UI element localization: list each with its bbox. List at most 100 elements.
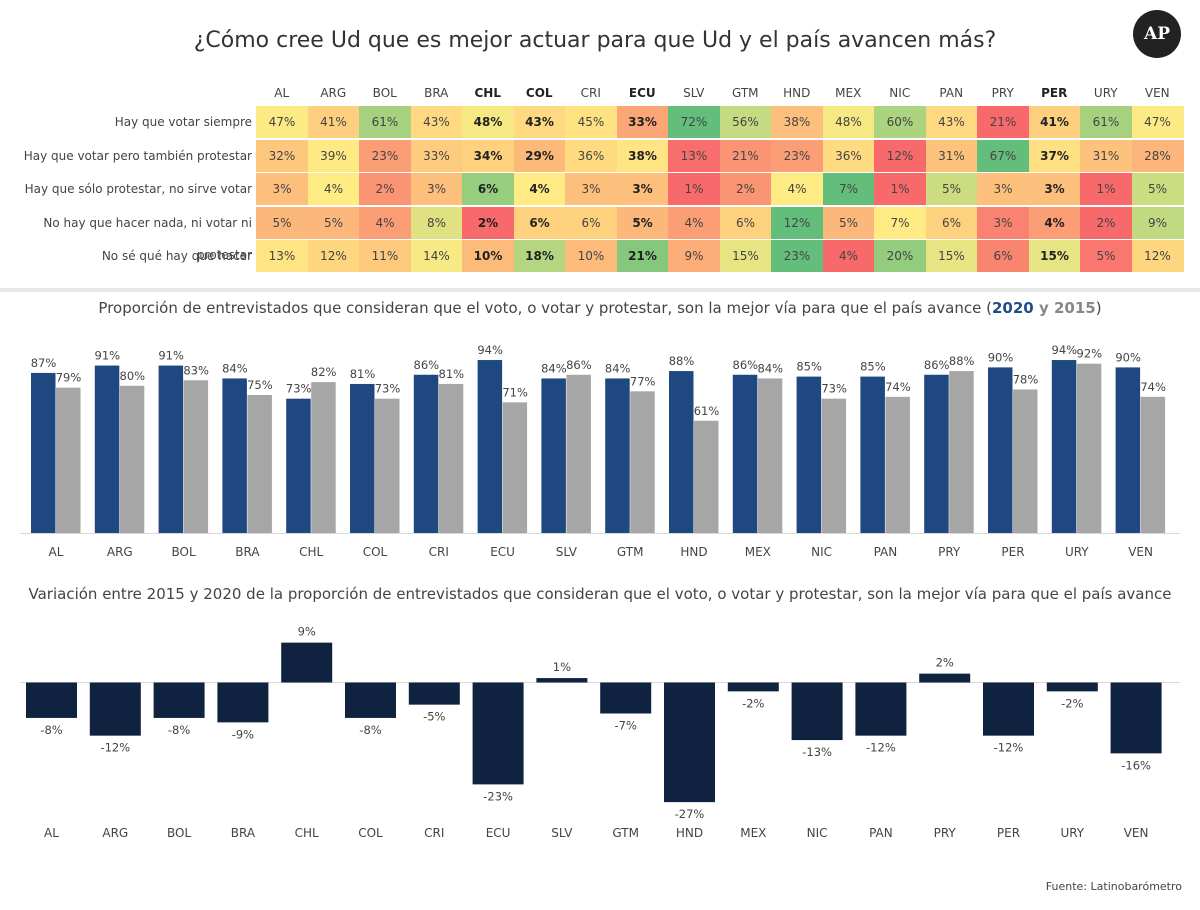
heatmap-cell: 20% bbox=[874, 240, 926, 272]
variation-category-label: AL bbox=[44, 826, 59, 840]
variation-category-label: PRY bbox=[934, 826, 957, 840]
variation-category-label: PER bbox=[997, 826, 1020, 840]
heatmap-cell: 21% bbox=[719, 139, 772, 172]
heatmap-cell: 41% bbox=[307, 106, 360, 138]
heatmap-cell: 38% bbox=[771, 106, 823, 138]
heatmap-cell: 6% bbox=[462, 173, 514, 205]
bar-category-label: GTM bbox=[617, 545, 644, 559]
heatmap-cell: 61% bbox=[1080, 106, 1132, 138]
variation-bar bbox=[983, 682, 1034, 736]
source-note: Fuente: Latinobarómetro bbox=[1045, 880, 1182, 893]
main-title: ¿Cómo cree Ud que es mejor actuar para q… bbox=[193, 28, 997, 53]
bar-2020 bbox=[286, 398, 311, 533]
heatmap-column-header: VEN bbox=[1144, 86, 1170, 100]
bar-value-label: 82% bbox=[311, 365, 337, 379]
bar-value-label: 94% bbox=[1052, 343, 1078, 357]
bar-2020 bbox=[413, 374, 439, 533]
heatmap-cell: 11% bbox=[359, 240, 411, 272]
bar-2020 bbox=[796, 376, 822, 533]
bar-category-label: SLV bbox=[556, 545, 578, 559]
variation-value-label: -23% bbox=[483, 789, 513, 803]
heatmap-cell: 4% bbox=[1028, 206, 1081, 239]
variation-bar bbox=[791, 682, 843, 741]
variation-category-label: CRI bbox=[424, 826, 444, 840]
heatmap-cell: 6% bbox=[565, 206, 617, 239]
variation-value-label: 9% bbox=[298, 625, 316, 639]
bar-value-label: 91% bbox=[95, 349, 121, 363]
bar-2020 bbox=[350, 383, 375, 533]
heatmap-cell: 43% bbox=[513, 106, 566, 138]
heatmap-cell: 6% bbox=[513, 206, 566, 239]
heatmap-cell: 4% bbox=[307, 173, 360, 205]
bar-value-label: 78% bbox=[1013, 372, 1039, 386]
heatmap-cell: 6% bbox=[719, 206, 772, 239]
heatmap-cell: 45% bbox=[565, 106, 617, 138]
bar-2020 bbox=[924, 374, 949, 533]
variation-bar bbox=[919, 673, 971, 683]
bar-value-label: 84% bbox=[541, 361, 567, 375]
heatmap-cell: 1% bbox=[874, 173, 926, 205]
bar-value-label: 81% bbox=[439, 367, 465, 381]
bar-2020 bbox=[222, 378, 247, 533]
bar-value-label: 90% bbox=[1115, 350, 1141, 364]
variation-value-label: -7% bbox=[614, 719, 636, 733]
variation-bar bbox=[472, 682, 524, 785]
heatmap-column-header: CHL bbox=[474, 86, 502, 100]
bar-value-label: 92% bbox=[1077, 347, 1103, 361]
heatmap-column-header: COL bbox=[525, 86, 553, 100]
bar-2020 bbox=[541, 378, 566, 533]
variation-bar bbox=[727, 682, 779, 692]
heatmap-column-header: SLV bbox=[683, 86, 705, 100]
ap-logo: AP bbox=[1133, 10, 1181, 58]
bar-value-label: 83% bbox=[183, 363, 209, 377]
bar-2015 bbox=[566, 374, 591, 533]
bar-2020 bbox=[860, 376, 885, 533]
heatmap-cell: 3% bbox=[616, 173, 669, 205]
heatmap-column-header: GTM bbox=[731, 86, 759, 100]
heatmap-cell: 36% bbox=[565, 139, 617, 172]
heatmap-cell: 12% bbox=[874, 139, 926, 172]
heatmap-cell: 60% bbox=[874, 106, 926, 138]
heatmap-cell: 33% bbox=[410, 139, 463, 172]
bar-2020 bbox=[669, 371, 694, 533]
heatmap-cell: 28% bbox=[1131, 139, 1184, 172]
heatmap-cell: 23% bbox=[359, 139, 411, 172]
heatmap-cell: 15% bbox=[719, 240, 772, 272]
variation-category-label: URY bbox=[1060, 826, 1084, 840]
heatmap-cell: 4% bbox=[513, 173, 566, 205]
bar-2020 bbox=[31, 372, 56, 533]
bar-value-label: 86% bbox=[733, 358, 759, 372]
heatmap-cell: 12% bbox=[771, 206, 823, 239]
variation-bar bbox=[408, 682, 460, 705]
variation-bar bbox=[89, 682, 141, 736]
variation-bar bbox=[855, 682, 907, 736]
heatmap-column-header: HND bbox=[783, 86, 811, 100]
bar-2020 bbox=[732, 374, 758, 533]
bar-value-label: 79% bbox=[56, 371, 82, 385]
variation-category-label: BRA bbox=[231, 826, 256, 840]
variation-value-label: -13% bbox=[802, 745, 832, 759]
heatmap-cell: 10% bbox=[462, 240, 514, 272]
heatmap-column-header: ECU bbox=[628, 86, 656, 100]
bar-2015 bbox=[821, 398, 847, 533]
heatmap-cell: 41% bbox=[1028, 106, 1081, 138]
bar-2015 bbox=[502, 402, 528, 533]
heatmap-column-header: BOL bbox=[372, 86, 397, 100]
heatmap-cell: 43% bbox=[410, 106, 463, 138]
bar-value-label: 90% bbox=[988, 350, 1014, 364]
bar-value-label: 61% bbox=[694, 404, 720, 418]
heatmap-cell: 56% bbox=[719, 106, 772, 138]
heatmap-cell: 15% bbox=[1028, 240, 1081, 272]
heatmap-cell: 2% bbox=[359, 173, 411, 205]
bar-2015 bbox=[183, 380, 209, 533]
bar-category-label: ECU bbox=[490, 545, 515, 559]
heatmap-cell: 8% bbox=[410, 206, 463, 239]
heatmap-cell: 47% bbox=[1131, 106, 1184, 138]
bar-chart-title: Proporción de entrevistados que consider… bbox=[0, 299, 1200, 317]
bar-category-label: CRI bbox=[429, 545, 449, 559]
bar-title-and: y bbox=[1033, 299, 1054, 317]
heatmap-cell: 2% bbox=[462, 206, 514, 239]
bar-value-label: 88% bbox=[669, 354, 695, 368]
heatmap-cell: 32% bbox=[256, 139, 308, 172]
bar-category-label: AL bbox=[49, 545, 64, 559]
